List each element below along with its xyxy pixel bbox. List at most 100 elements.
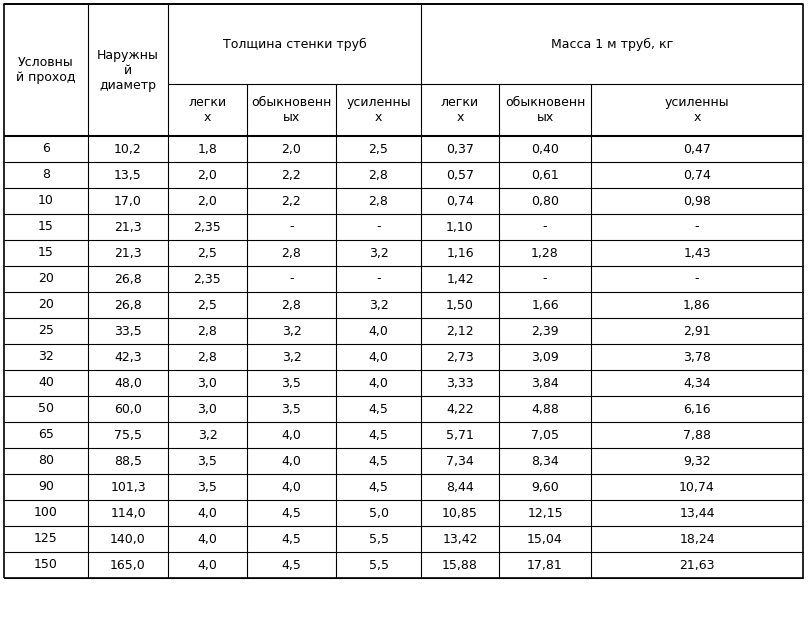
Text: 0,47: 0,47 (683, 142, 711, 155)
Text: 25: 25 (38, 324, 54, 338)
Text: 1,16: 1,16 (446, 247, 473, 259)
Text: 21,3: 21,3 (114, 247, 142, 259)
Text: 13,42: 13,42 (442, 532, 478, 546)
Text: Толщина стенки труб: Толщина стенки труб (223, 38, 366, 50)
Text: 15,04: 15,04 (527, 532, 563, 546)
Text: 3,84: 3,84 (531, 377, 559, 389)
Text: 2,0: 2,0 (281, 142, 301, 155)
Text: обыкновенн
ых: обыкновенн ых (505, 96, 585, 124)
Text: 3,2: 3,2 (198, 429, 217, 441)
Text: 9,32: 9,32 (684, 455, 711, 467)
Text: 8,34: 8,34 (531, 455, 559, 467)
Text: 5,71: 5,71 (446, 429, 474, 441)
Text: 2,8: 2,8 (198, 350, 217, 364)
Text: 17,81: 17,81 (527, 558, 563, 572)
Text: 6: 6 (42, 142, 50, 155)
Text: 6,16: 6,16 (684, 403, 711, 415)
Text: 2,91: 2,91 (684, 324, 711, 338)
Text: 8: 8 (42, 169, 50, 181)
Text: 2,35: 2,35 (194, 272, 221, 286)
Text: 1,86: 1,86 (683, 298, 711, 312)
Text: 4,22: 4,22 (446, 403, 473, 415)
Text: 9,60: 9,60 (531, 481, 559, 494)
Text: 114,0: 114,0 (110, 506, 145, 520)
Text: 7,88: 7,88 (683, 429, 711, 441)
Text: усиленны
х: усиленны х (346, 96, 410, 124)
Text: 40: 40 (38, 377, 54, 389)
Text: 12,15: 12,15 (527, 506, 563, 520)
Text: 4,0: 4,0 (368, 350, 389, 364)
Text: 7,05: 7,05 (531, 429, 559, 441)
Text: 21,3: 21,3 (114, 221, 142, 233)
Text: 2,0: 2,0 (198, 195, 217, 207)
Text: 4,5: 4,5 (368, 481, 389, 494)
Text: 2,0: 2,0 (198, 169, 217, 181)
Text: 20: 20 (38, 272, 54, 286)
Text: 13,5: 13,5 (114, 169, 142, 181)
Text: 2,5: 2,5 (368, 142, 389, 155)
Text: 5,0: 5,0 (368, 506, 389, 520)
Text: 15: 15 (38, 247, 54, 259)
Text: 10,85: 10,85 (442, 506, 478, 520)
Text: 1,28: 1,28 (531, 247, 559, 259)
Text: 1,66: 1,66 (531, 298, 559, 312)
Text: 3,0: 3,0 (198, 403, 217, 415)
Text: 4,5: 4,5 (281, 506, 301, 520)
Text: 4,5: 4,5 (368, 403, 389, 415)
Text: 75,5: 75,5 (114, 429, 142, 441)
Text: -: - (289, 221, 294, 233)
Text: 2,8: 2,8 (198, 324, 217, 338)
Text: 0,37: 0,37 (446, 142, 474, 155)
Text: 2,5: 2,5 (198, 298, 217, 312)
Text: 2,35: 2,35 (194, 221, 221, 233)
Text: усиленны
х: усиленны х (665, 96, 730, 124)
Text: 20: 20 (38, 298, 54, 312)
Text: 4,5: 4,5 (368, 429, 389, 441)
Text: 21,63: 21,63 (680, 558, 715, 572)
Text: 80: 80 (38, 455, 54, 467)
Text: легки
х: легки х (188, 96, 226, 124)
Text: 3,33: 3,33 (446, 377, 473, 389)
Text: 4,0: 4,0 (198, 558, 217, 572)
Text: 48,0: 48,0 (114, 377, 142, 389)
Text: 42,3: 42,3 (114, 350, 142, 364)
Text: 8,44: 8,44 (446, 481, 473, 494)
Text: 4,0: 4,0 (198, 506, 217, 520)
Text: Условны
й проход: Условны й проход (16, 56, 76, 84)
Text: Наружны
й
диаметр: Наружны й диаметр (97, 48, 159, 92)
Text: 2,2: 2,2 (282, 169, 301, 181)
Text: 101,3: 101,3 (110, 481, 145, 494)
Text: 90: 90 (38, 481, 54, 494)
Text: 2,12: 2,12 (446, 324, 473, 338)
Text: -: - (695, 272, 699, 286)
Text: 88,5: 88,5 (114, 455, 142, 467)
Text: Масса 1 м труб, кг: Масса 1 м труб, кг (551, 38, 673, 50)
Text: 100: 100 (34, 506, 58, 520)
Text: 140,0: 140,0 (110, 532, 146, 546)
Text: 4,0: 4,0 (368, 377, 389, 389)
Text: 50: 50 (38, 403, 54, 415)
Text: 17,0: 17,0 (114, 195, 142, 207)
Text: 4,0: 4,0 (281, 429, 301, 441)
Text: 150: 150 (34, 558, 58, 572)
Text: 5,5: 5,5 (368, 558, 389, 572)
Text: 4,0: 4,0 (368, 324, 389, 338)
Text: -: - (377, 272, 381, 286)
Text: -: - (543, 221, 547, 233)
Text: 3,2: 3,2 (368, 298, 389, 312)
Text: 0,61: 0,61 (531, 169, 559, 181)
Text: 18,24: 18,24 (680, 532, 715, 546)
Text: 125: 125 (34, 532, 58, 546)
Text: 33,5: 33,5 (114, 324, 142, 338)
Text: 4,0: 4,0 (281, 455, 301, 467)
Text: 4,5: 4,5 (368, 455, 389, 467)
Text: 4,88: 4,88 (531, 403, 559, 415)
Text: 2,8: 2,8 (281, 247, 301, 259)
Text: 4,5: 4,5 (281, 558, 301, 572)
Text: 0,40: 0,40 (531, 142, 559, 155)
Text: 15: 15 (38, 221, 54, 233)
Text: 3,78: 3,78 (683, 350, 711, 364)
Text: 60,0: 60,0 (114, 403, 142, 415)
Text: 10: 10 (38, 195, 54, 207)
Text: 2,8: 2,8 (368, 169, 389, 181)
